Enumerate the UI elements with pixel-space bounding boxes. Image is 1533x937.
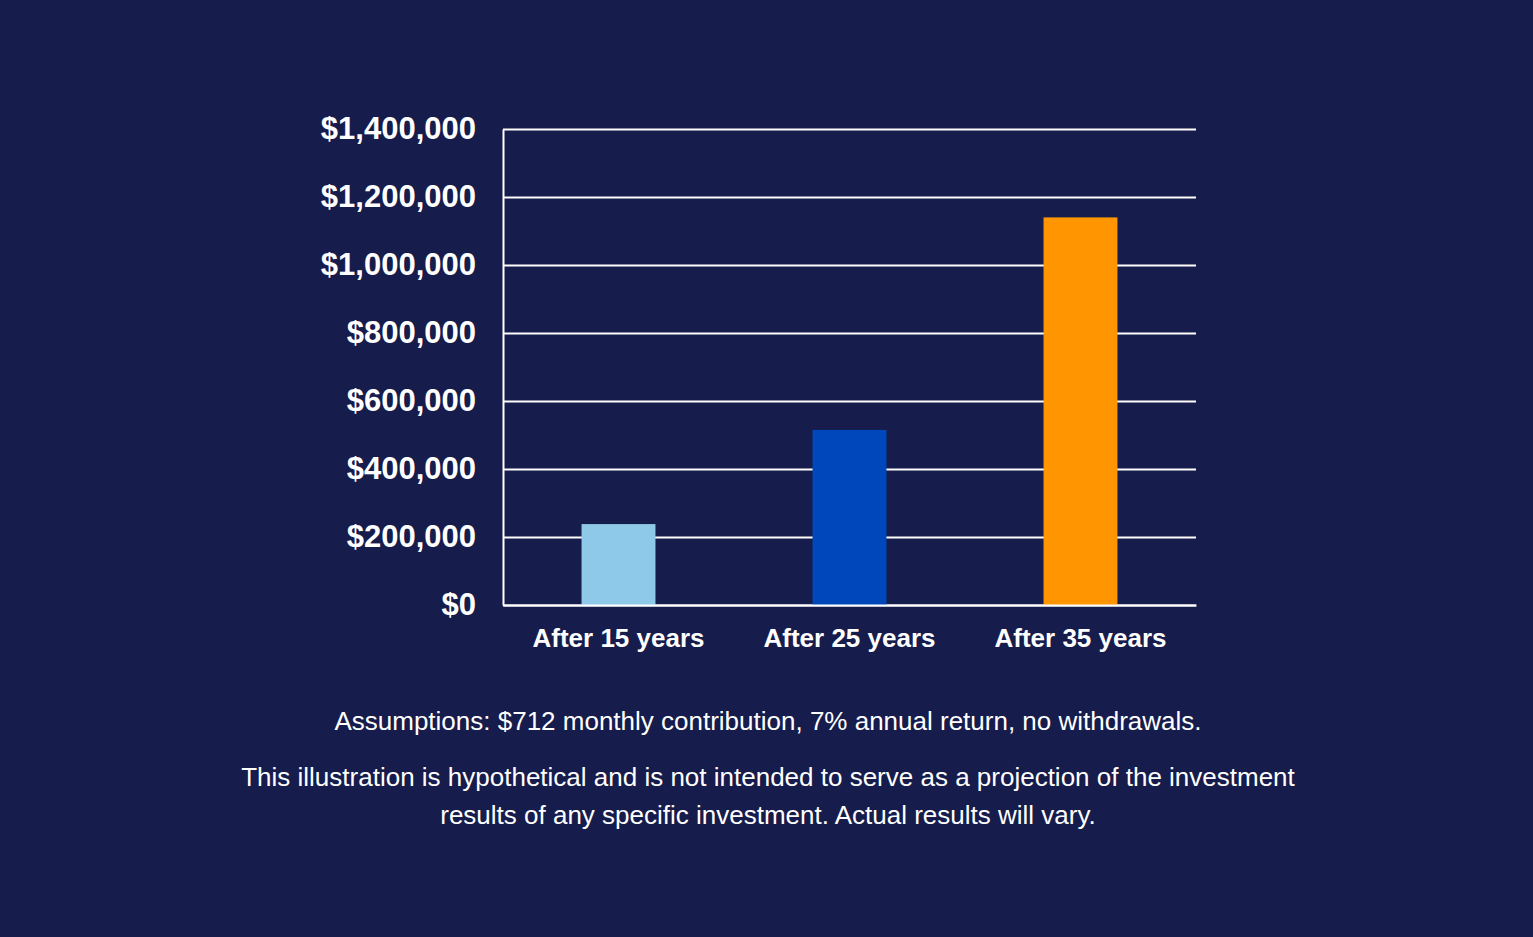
bar xyxy=(813,430,887,605)
y-axis: $0 $200,000 $400,000 $600,000 $800,000 $1,000… xyxy=(321,111,1196,622)
bars xyxy=(582,217,1118,605)
y-tick-label: $1,200,000 xyxy=(321,179,476,214)
x-axis-line xyxy=(504,605,1197,607)
y-tick-label: $400,000 xyxy=(347,451,476,486)
chart: $0 $200,000 $400,000 $600,000 $800,000 $1,000… xyxy=(0,0,1533,937)
note: results of any specific investment. Actu… xyxy=(440,800,1096,830)
y-tick-label: $1,000,000 xyxy=(321,247,476,282)
grid-line xyxy=(503,129,1196,131)
y-tick-label: $1,400,000 xyxy=(321,111,476,146)
x-tick: After 15 years xyxy=(533,605,705,653)
bar xyxy=(582,524,656,605)
y-tick-label: $800,000 xyxy=(347,315,476,350)
x-tick: After 25 years xyxy=(764,605,936,653)
y-tick: $1,400,000 xyxy=(321,111,1196,146)
grid-line xyxy=(503,197,1196,199)
y-axis-line xyxy=(503,130,505,606)
y-tick: $1,200,000 xyxy=(321,179,1196,214)
x-tick-label: After 35 years xyxy=(995,623,1167,653)
x-tick: After 35 years xyxy=(995,605,1167,653)
background xyxy=(0,0,1533,937)
x-tick-label: After 25 years xyxy=(764,623,936,653)
y-tick-label: $200,000 xyxy=(347,519,476,554)
x-axis: After 15 years After 25 years After 35 yea… xyxy=(504,605,1197,653)
y-tick-label: $600,000 xyxy=(347,383,476,418)
note: Assumptions: $712 monthly contribution, … xyxy=(334,706,1201,736)
bar xyxy=(1044,217,1118,605)
x-tick-label: After 15 years xyxy=(533,623,705,653)
y-tick-label: $0 xyxy=(442,587,476,622)
grid-line xyxy=(503,605,1196,607)
note: This illustration is hypothetical and is… xyxy=(241,762,1295,792)
